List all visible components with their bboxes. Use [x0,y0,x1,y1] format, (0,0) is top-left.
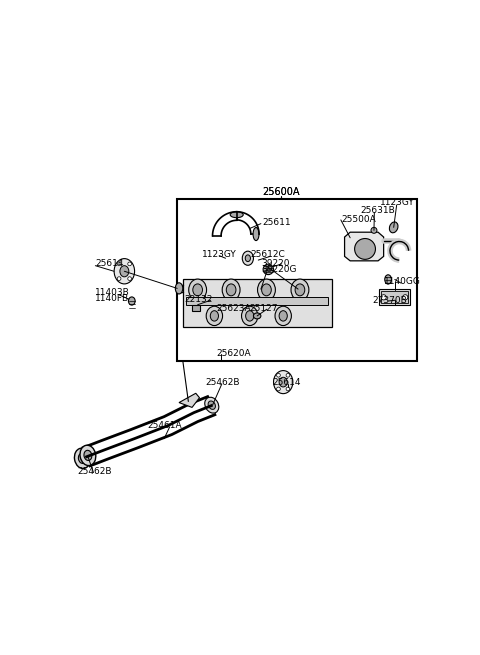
Circle shape [128,262,132,266]
Text: 25461A: 25461A [147,421,182,430]
Circle shape [276,387,280,391]
Polygon shape [192,305,200,311]
Text: 25612C: 25612C [251,250,285,259]
Text: 25614: 25614 [272,379,300,387]
Ellipse shape [210,310,218,321]
Polygon shape [381,291,408,303]
Ellipse shape [206,307,223,326]
Circle shape [403,295,408,300]
Ellipse shape [208,401,216,409]
Ellipse shape [78,453,86,464]
Polygon shape [345,232,384,261]
Polygon shape [186,297,328,305]
Circle shape [286,373,290,377]
Ellipse shape [120,266,129,277]
Circle shape [263,264,274,274]
Text: 25500A: 25500A [341,215,376,223]
Text: 1123GY: 1123GY [380,198,415,207]
Ellipse shape [245,255,251,261]
Ellipse shape [222,279,240,301]
Text: 1123GY: 1123GY [202,250,237,259]
Polygon shape [183,278,332,327]
Text: 25600A: 25600A [263,187,300,197]
Text: 22132: 22132 [184,295,212,304]
Ellipse shape [226,284,236,296]
Text: 25611: 25611 [263,218,291,227]
Circle shape [117,262,121,266]
Ellipse shape [262,284,271,296]
Circle shape [371,227,377,233]
Circle shape [128,277,132,280]
Ellipse shape [74,448,90,468]
Ellipse shape [189,279,206,301]
Text: 25600A: 25600A [263,187,300,197]
Ellipse shape [84,450,92,460]
Ellipse shape [230,212,243,217]
Circle shape [381,295,386,300]
Ellipse shape [295,284,305,296]
Ellipse shape [279,377,288,387]
Text: 1140GG: 1140GG [384,277,420,286]
Polygon shape [179,393,200,407]
Circle shape [276,373,280,377]
Ellipse shape [241,307,258,326]
Circle shape [355,238,375,259]
Text: 25614: 25614 [96,259,124,269]
Ellipse shape [253,313,261,319]
Text: 25620A: 25620A [216,348,251,358]
Text: 11403B: 11403B [96,288,130,297]
Ellipse shape [246,310,254,321]
Ellipse shape [205,397,219,413]
Ellipse shape [291,279,309,301]
Text: 39220G: 39220G [261,265,296,274]
Ellipse shape [389,222,398,233]
Ellipse shape [114,259,134,284]
Text: 39220: 39220 [261,259,289,268]
Ellipse shape [279,310,288,321]
Ellipse shape [385,275,392,284]
Ellipse shape [193,284,203,296]
Polygon shape [379,289,410,305]
Text: 1140FB: 1140FB [96,294,130,303]
Ellipse shape [80,445,96,466]
Text: 27370B: 27370B [372,296,407,305]
Ellipse shape [275,307,291,326]
Text: 25462B: 25462B [205,379,240,387]
Ellipse shape [175,283,183,294]
Ellipse shape [274,371,293,394]
Ellipse shape [253,227,259,240]
Text: 25127: 25127 [250,304,278,313]
Ellipse shape [242,251,253,265]
Circle shape [286,387,290,391]
Ellipse shape [129,297,135,305]
Text: 25623A: 25623A [216,304,251,313]
Ellipse shape [258,279,276,301]
Text: 25462B: 25462B [78,467,112,476]
Text: 25631B: 25631B [360,206,396,215]
Circle shape [117,277,121,280]
